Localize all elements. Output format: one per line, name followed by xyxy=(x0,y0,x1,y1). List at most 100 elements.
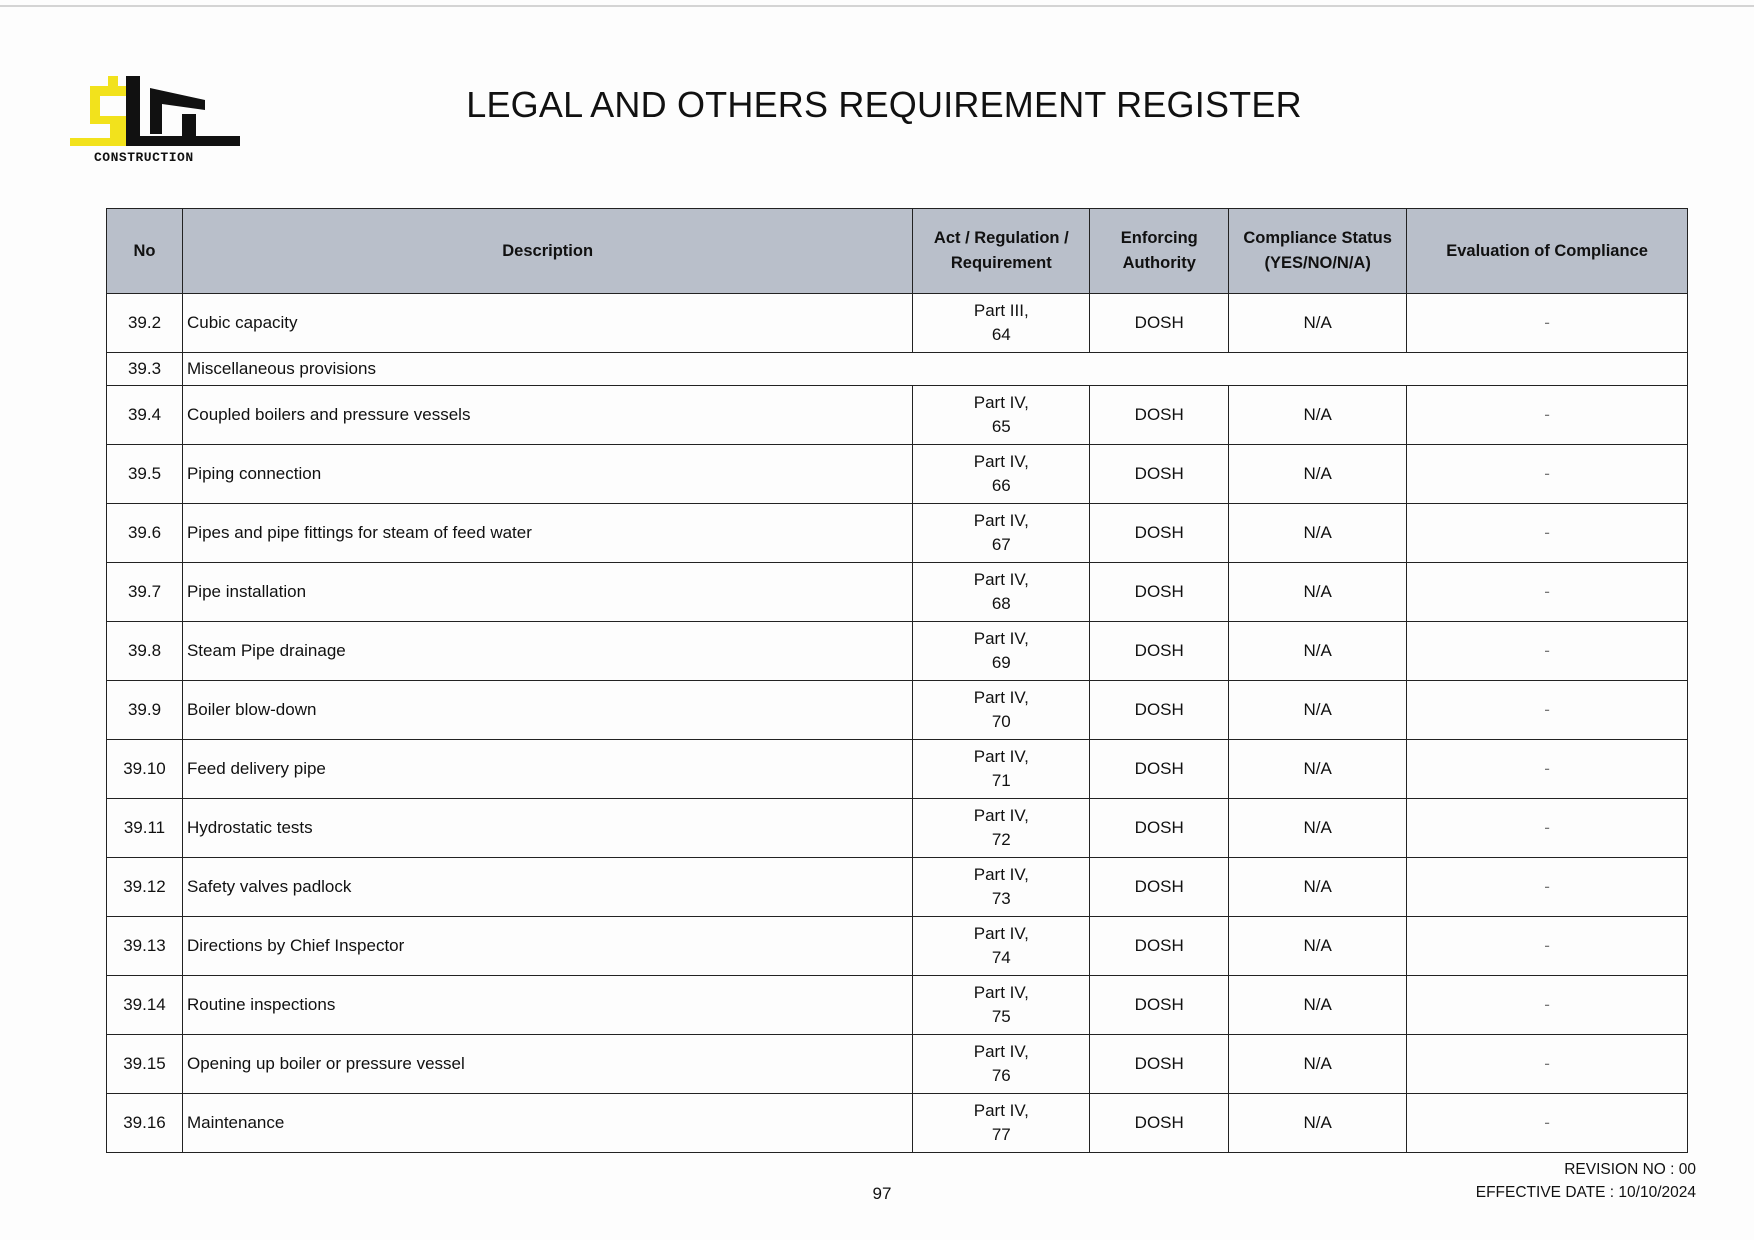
row-enforcing-authority: DOSH xyxy=(1089,621,1230,681)
effective-date: EFFECTIVE DATE : 10/10/2024 xyxy=(1475,1184,1696,1201)
column-header-authority: Enforcing Authority xyxy=(1089,208,1230,294)
table-row: 39.8 Steam Pipe drainage Part IV, 69 DOSH… xyxy=(106,621,1688,681)
row-number: 39.4 xyxy=(106,385,183,445)
row-description: Directions by Chief Inspector xyxy=(181,916,914,976)
row-evaluation: - xyxy=(1406,857,1688,917)
row-compliance-status: N/A xyxy=(1228,1093,1408,1153)
row-act-regulation: Part IV, 72 xyxy=(912,798,1091,858)
row-enforcing-authority: DOSH xyxy=(1089,1093,1230,1153)
row-act-regulation: Part IV, 75 xyxy=(912,975,1091,1035)
column-header-description: Description xyxy=(181,208,914,294)
row-act-regulation: Part IV, 69 xyxy=(912,621,1091,681)
row-description: Opening up boiler or pressure vessel xyxy=(181,1034,914,1094)
row-compliance-status: N/A xyxy=(1228,503,1408,563)
row-evaluation: - xyxy=(1406,975,1688,1035)
row-description: Coupled boilers and pressure vessels xyxy=(181,385,914,445)
row-number: 39.11 xyxy=(106,798,183,858)
row-enforcing-authority: DOSH xyxy=(1089,739,1230,799)
table-row: 39.3 Miscellaneous provisions xyxy=(106,352,1689,386)
scan-edge-line xyxy=(0,5,1754,7)
row-description: Hydrostatic tests xyxy=(181,798,914,858)
table-row: 39.14 Routine inspections Part IV, 75 DOS… xyxy=(106,975,1688,1035)
page-title: LEGAL AND OTHERS REQUIREMENT REGISTER xyxy=(466,84,1302,125)
revision-info: REVISION NO : 00 EFFECTIVE DATE : 10/10/… xyxy=(1476,1158,1696,1204)
row-evaluation: - xyxy=(1406,562,1688,622)
table-row: 39.13 Directions by Chief Inspector Part… xyxy=(106,916,1688,976)
row-number: 39.5 xyxy=(106,444,183,504)
row-evaluation: - xyxy=(1406,621,1688,681)
row-enforcing-authority: DOSH xyxy=(1089,503,1230,563)
row-number: 39.10 xyxy=(106,739,183,799)
row-act-regulation: Part IV, 74 xyxy=(912,916,1091,976)
row-enforcing-authority: DOSH xyxy=(1089,916,1230,976)
row-description: Safety valves padlock xyxy=(181,857,914,917)
table-header-row: No Description Act / Regulation / Requir… xyxy=(106,208,1688,294)
row-number: 39.13 xyxy=(106,916,183,976)
row-number: 39.2 xyxy=(106,293,183,353)
row-compliance-status: N/A xyxy=(1228,916,1408,976)
row-act-regulation: Part III, 64 xyxy=(912,293,1091,353)
row-act-regulation: Part IV, 76 xyxy=(912,1034,1091,1094)
row-evaluation: - xyxy=(1406,739,1688,799)
row-evaluation: - xyxy=(1406,293,1688,353)
row-evaluation: - xyxy=(1406,503,1688,563)
table-row: 39.15 Opening up boiler or pressure vess… xyxy=(106,1034,1688,1094)
row-enforcing-authority: DOSH xyxy=(1089,680,1230,740)
table-row: 39.6 Pipes and pipe fittings for steam o… xyxy=(106,503,1688,563)
row-description: Feed delivery pipe xyxy=(181,739,914,799)
table-row: 39.4 Coupled boilers and pressure vessel… xyxy=(106,385,1688,445)
row-enforcing-authority: DOSH xyxy=(1089,1034,1230,1094)
row-number: 39.9 xyxy=(106,680,183,740)
company-logo: CONSTRUCTION xyxy=(70,76,240,165)
row-enforcing-authority: DOSH xyxy=(1089,562,1230,622)
row-number: 39.15 xyxy=(106,1034,183,1094)
row-number: 39.7 xyxy=(106,562,183,622)
row-compliance-status: N/A xyxy=(1228,739,1408,799)
row-act-regulation: Part IV, 70 xyxy=(912,680,1091,740)
row-number: 39.6 xyxy=(106,503,183,563)
row-act-regulation: Part IV, 73 xyxy=(912,857,1091,917)
table-row: 39.12 Safety valves padlock Part IV, 73 D… xyxy=(106,857,1688,917)
row-description: Piping connection xyxy=(181,444,914,504)
row-evaluation: - xyxy=(1406,444,1688,504)
row-compliance-status: N/A xyxy=(1228,562,1408,622)
row-act-regulation: Part IV, 71 xyxy=(912,739,1091,799)
row-evaluation: - xyxy=(1406,680,1688,740)
row-enforcing-authority: DOSH xyxy=(1089,975,1230,1035)
row-compliance-status: N/A xyxy=(1228,385,1408,445)
row-description: Boiler blow-down xyxy=(181,680,914,740)
row-compliance-status: N/A xyxy=(1228,798,1408,858)
table-row: 39.11 Hydrostatic tests Part IV, 72 DOSH … xyxy=(106,798,1688,858)
svg-text:CONSTRUCTION: CONSTRUCTION xyxy=(94,150,194,165)
table-row: 39.10 Feed delivery pipe Part IV, 71 DOSH… xyxy=(106,739,1688,799)
row-number: 39.8 xyxy=(106,621,183,681)
row-act-regulation: Part IV, 65 xyxy=(912,385,1091,445)
section-title: Miscellaneous provisions xyxy=(181,352,1689,386)
table-row: 39.7 Pipe installation Part IV, 68 DOSH N… xyxy=(106,562,1688,622)
row-enforcing-authority: DOSH xyxy=(1089,444,1230,504)
column-header-no: No xyxy=(106,208,183,294)
row-compliance-status: N/A xyxy=(1228,621,1408,681)
row-compliance-status: N/A xyxy=(1228,293,1408,353)
row-description: Steam Pipe drainage xyxy=(181,621,914,681)
row-description: Pipe installation xyxy=(181,562,914,622)
row-description: Routine inspections xyxy=(181,975,914,1035)
revision-number: REVISION NO : 00 xyxy=(1564,1161,1696,1178)
row-compliance-status: N/A xyxy=(1228,680,1408,740)
row-description: Maintenance xyxy=(181,1093,914,1153)
column-header-act: Act / Regulation / Requirement xyxy=(912,208,1091,294)
column-header-compliance-status: Compliance Status (YES/NO/N/A) xyxy=(1228,208,1408,294)
row-act-regulation: Part IV, 77 xyxy=(912,1093,1091,1153)
row-enforcing-authority: DOSH xyxy=(1089,798,1230,858)
row-number: 39.14 xyxy=(106,975,183,1035)
row-compliance-status: N/A xyxy=(1228,1034,1408,1094)
row-enforcing-authority: DOSH xyxy=(1089,857,1230,917)
row-evaluation: - xyxy=(1406,1034,1688,1094)
row-act-regulation: Part IV, 68 xyxy=(912,562,1091,622)
page-number: 97 xyxy=(872,1184,892,1203)
row-act-regulation: Part IV, 66 xyxy=(912,444,1091,504)
table-row: 39.2 Cubic capacity Part III, 64 DOSH N/A… xyxy=(106,293,1688,353)
row-number: 39.12 xyxy=(106,857,183,917)
table-row: 39.5 Piping connection Part IV, 66 DOSH N… xyxy=(106,444,1688,504)
row-compliance-status: N/A xyxy=(1228,857,1408,917)
